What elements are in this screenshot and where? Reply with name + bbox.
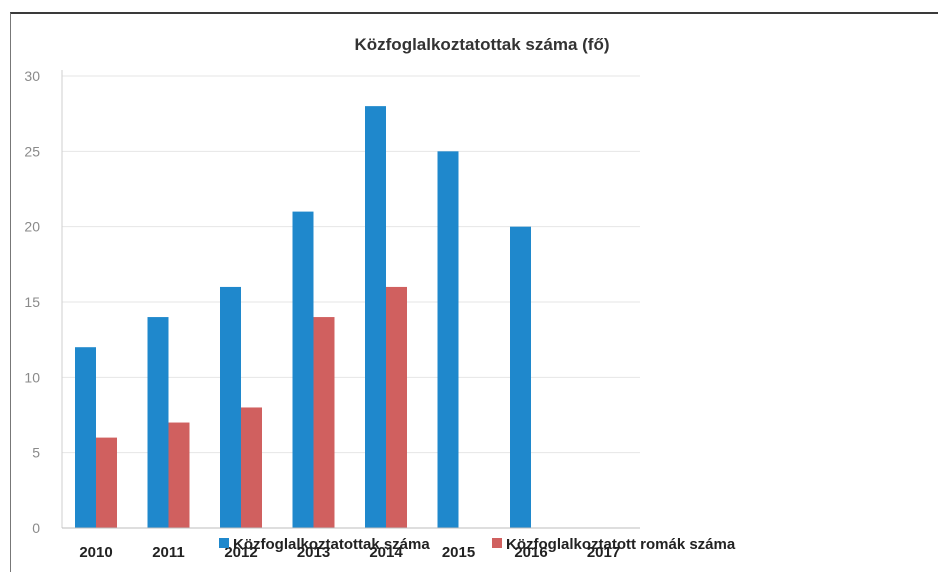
x-tick-label: 2013 xyxy=(297,544,330,561)
x-tick-label: 2010 xyxy=(79,544,112,561)
y-tick-label: 10 xyxy=(24,369,40,385)
legend: Közfoglalkoztatottak száma Közfoglalkozt… xyxy=(219,536,736,553)
legend-label-series-2: Közfoglalkoztatott romák száma xyxy=(506,536,736,553)
bar-series-1-2011 xyxy=(147,317,169,528)
legend-swatch-series-2 xyxy=(492,538,502,548)
bar-series-2-2013 xyxy=(313,317,335,528)
bar-series-2-2014 xyxy=(386,286,407,528)
y-axis: 0 5 10 15 20 25 30 xyxy=(24,68,63,536)
y-tick-label: 15 xyxy=(24,294,40,310)
bar-series-1-2010 xyxy=(75,347,96,528)
y-tick-label: 20 xyxy=(24,219,40,235)
bars xyxy=(75,106,531,529)
y-tick-label: 30 xyxy=(24,68,40,84)
y-tick-label: 0 xyxy=(32,520,40,536)
x-tick-label: 2014 xyxy=(369,544,403,561)
legend-label-series-1: Közfoglalkoztatottak száma xyxy=(233,536,430,553)
bar-series-2-2012 xyxy=(241,407,262,528)
chart-frame xyxy=(10,12,938,572)
y-tick-label: 5 xyxy=(32,445,40,461)
bar-series-1-2013 xyxy=(292,211,314,528)
bar-series-1-2014 xyxy=(365,106,386,528)
x-tick-label: 2017 xyxy=(587,544,620,561)
x-axis: 2010 2011 2012 2013 2014 2015 2016 2017 xyxy=(62,527,640,561)
x-tick-label: 2016 xyxy=(514,544,547,561)
chart-title: Közfoglalkoztatottak száma (fő) xyxy=(354,35,609,54)
bar-series-2-2010 xyxy=(96,437,117,528)
bar-series-1-2016 xyxy=(510,226,531,528)
x-tick-label: 2012 xyxy=(224,544,257,561)
x-tick-label: 2015 xyxy=(442,544,475,561)
legend-swatch-series-1 xyxy=(219,538,229,548)
y-tick-label: 25 xyxy=(24,143,40,159)
gridlines xyxy=(62,75,640,454)
bar-series-1-2015 xyxy=(437,151,459,529)
bar-series-2-2011 xyxy=(168,422,190,528)
x-tick-label: 2011 xyxy=(152,544,185,561)
bar-series-1-2012 xyxy=(220,286,241,528)
